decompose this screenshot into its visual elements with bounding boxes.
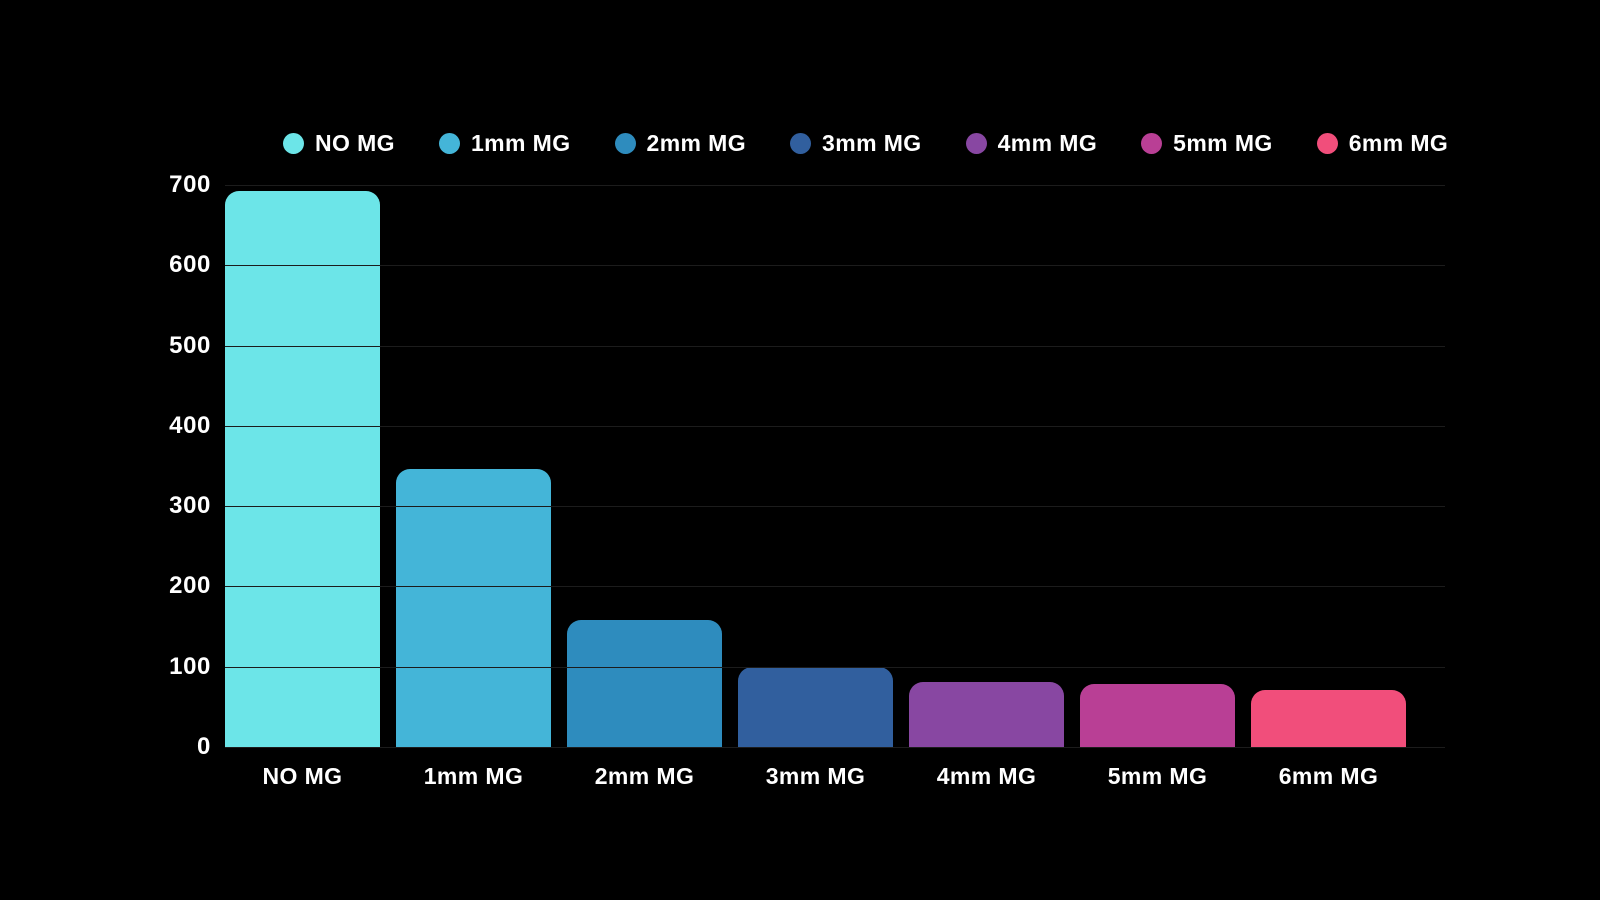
- plot-area: NO MG 1mm MG 2mm MG 3mm MG 4mm MG 5mm MG…: [169, 171, 1445, 789]
- y-axis-label: 0: [197, 733, 211, 760]
- legend-label: 4mm MG: [997, 130, 1098, 156]
- gridline: [225, 666, 1445, 668]
- legend-swatch-icon: [438, 133, 460, 154]
- gridline: [225, 425, 1445, 427]
- y-axis-label: 400: [169, 411, 211, 439]
- legend-swatch-icon: [283, 133, 304, 154]
- legend-label: 5mm MG: [1173, 130, 1273, 156]
- legend-item-4mm-mg: 4mm MG: [965, 130, 1098, 157]
- legend-item-6mm-mg: 6mm MG: [1316, 130, 1449, 157]
- y-axis-label: 700: [169, 171, 211, 198]
- bar-6mm-mg: [1251, 690, 1406, 747]
- bar-5mm-mg: [1080, 683, 1235, 747]
- legend-swatch-icon: [1316, 133, 1338, 154]
- x-axis-label: 2mm MG: [594, 763, 695, 789]
- legend-item-3mm-mg: 3mm MG: [790, 130, 922, 157]
- y-axis-label: 500: [169, 331, 211, 359]
- legend-swatch-icon: [614, 133, 636, 154]
- y-axis-label: 100: [169, 652, 211, 680]
- bar-3mm-mg: [738, 666, 893, 747]
- legend-label: 2mm MG: [646, 130, 747, 156]
- bar-4mm-mg: [909, 681, 1064, 747]
- x-axis-label: NO MG: [262, 763, 343, 789]
- gridline: [225, 345, 1445, 347]
- x-axis-label: 5mm MG: [1107, 763, 1208, 789]
- bar-no-mg: [225, 191, 380, 747]
- legend-item-2mm-mg: 2mm MG: [614, 130, 747, 157]
- x-axis-label: 3mm MG: [765, 763, 866, 789]
- bar-1mm-mg: [396, 469, 551, 747]
- x-axis-label: 6mm MG: [1278, 763, 1379, 789]
- legend-label: NO MG: [315, 130, 395, 156]
- legend-swatch-icon: [1141, 133, 1163, 154]
- gridline: [225, 586, 1445, 588]
- y-axis-label: 600: [169, 251, 211, 279]
- x-axis-label: 1mm MG: [423, 763, 524, 789]
- gridline: [225, 265, 1445, 267]
- gridline: [225, 185, 1445, 186]
- bar-2mm-mg: [567, 620, 722, 747]
- legend-label: 3mm MG: [822, 130, 922, 156]
- legend-label: 6mm MG: [1348, 130, 1449, 156]
- chart-legend: NO MG 1mm MG 2mm MG 3mm MG 4mm MG 5mm MG…: [283, 130, 1448, 157]
- y-axis-label: 300: [169, 492, 211, 520]
- legend-item-5mm-mg: 5mm MG: [1141, 130, 1273, 157]
- legend-swatch-icon: [965, 133, 987, 154]
- legend-label: 1mm MG: [470, 130, 571, 156]
- legend-swatch-icon: [790, 133, 812, 154]
- gridline: [225, 506, 1445, 508]
- legend-item-no-mg: NO MG: [283, 130, 395, 157]
- y-axis-label: 200: [169, 572, 211, 600]
- gridline: [225, 747, 1445, 748]
- legend-item-1mm-mg: 1mm MG: [438, 130, 571, 157]
- x-axis-label: 4mm MG: [936, 763, 1037, 789]
